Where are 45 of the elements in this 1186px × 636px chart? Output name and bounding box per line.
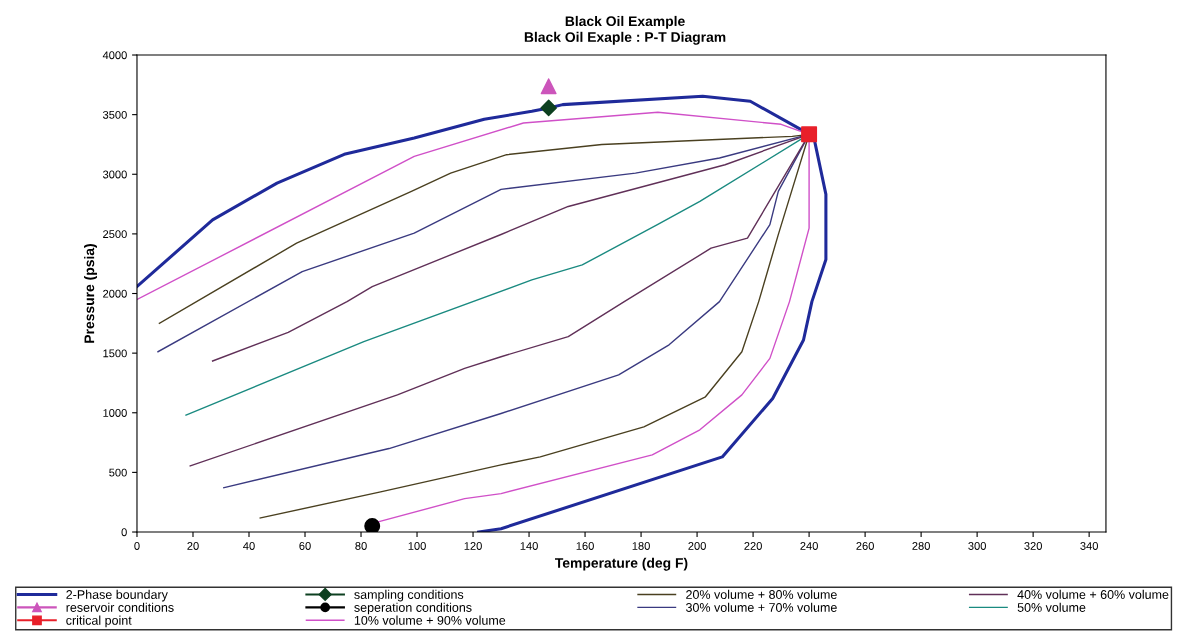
- legend-label: 50% volume: [1017, 602, 1086, 612]
- legend-label: 40% volume + 60% volume: [1017, 589, 1169, 599]
- y-tick-label: 3500: [102, 110, 127, 119]
- x-tick-label: 60: [299, 542, 311, 550]
- x-axis-title: Temperature (deg F): [555, 557, 688, 571]
- y-tick-label: 1000: [103, 409, 127, 417]
- x-tick-label: 160: [576, 542, 594, 550]
- legend-label: seperation conditions: [354, 602, 472, 615]
- point: [364, 518, 381, 533]
- point: [540, 78, 557, 95]
- x-tick-label: 280: [912, 542, 930, 550]
- legend-label: 20% volume + 80% volume: [686, 589, 837, 599]
- y-axis-title: Pressure (psia): [84, 244, 97, 343]
- point: [540, 99, 557, 117]
- y-tick-label: 1500: [103, 349, 127, 358]
- x-tick-label: 140: [520, 542, 538, 550]
- x-tick-label: 100: [408, 542, 426, 550]
- legend-label: critical point: [66, 615, 132, 628]
- x-tick-label: 180: [632, 542, 650, 550]
- x-tick-label: 20: [187, 542, 199, 550]
- legend-label: 10% volume + 90% volume: [354, 615, 506, 625]
- y-tick-label: 0: [121, 528, 127, 537]
- x-tick-label: 40: [243, 542, 255, 550]
- x-tick-label: 0: [134, 542, 140, 550]
- x-tick-label: 260: [856, 542, 874, 550]
- legend-label: 2-Phase boundary: [66, 589, 168, 602]
- y-tick-label: 3000: [102, 170, 127, 179]
- x-tick-label: 80: [355, 542, 367, 550]
- y-tick-label: 2000: [103, 289, 127, 298]
- y-tick-label: 500: [109, 468, 127, 477]
- x-tick-label: 240: [800, 542, 818, 550]
- y-tick-label: 4000: [102, 51, 127, 60]
- legend-label: reservoir conditions: [66, 602, 174, 612]
- x-tick-label: 120: [464, 542, 482, 550]
- y-tick-label: 2500: [103, 230, 127, 239]
- x-tick-label: 320: [1024, 542, 1042, 550]
- legend-label: 30% volume + 70% volume: [686, 602, 837, 612]
- legend-label: sampling conditions: [354, 589, 464, 602]
- chart-title: Black Oil Example: [565, 15, 685, 29]
- x-tick-label: 220: [744, 542, 762, 550]
- x-tick-label: 300: [968, 542, 986, 550]
- point: [801, 126, 818, 143]
- chart-subtitle: Black Oil Exaple : P-T Diagram: [524, 31, 726, 45]
- x-tick-label: 340: [1080, 542, 1098, 550]
- x-tick-label: 200: [688, 542, 706, 550]
